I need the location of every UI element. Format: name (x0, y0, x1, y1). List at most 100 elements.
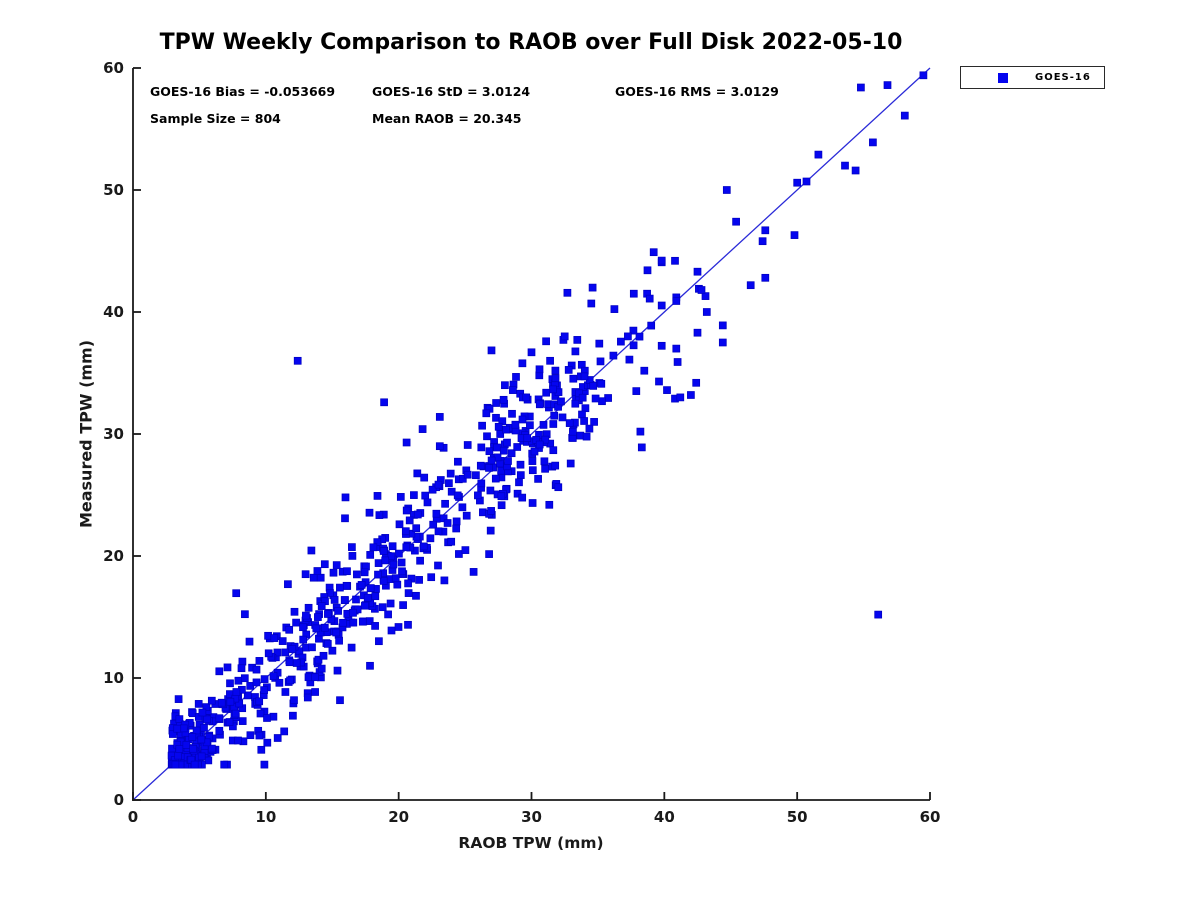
stat-bias: GOES-16 Bias = -0.053669 (150, 84, 336, 99)
scatter-point (361, 601, 369, 610)
scatter-point (255, 731, 264, 740)
scatter-point (883, 81, 892, 89)
scatter-point (486, 526, 495, 535)
scatter-point (289, 711, 297, 720)
scatter-point (284, 580, 292, 589)
scatter-point (454, 457, 462, 466)
scatter-point (381, 556, 390, 565)
scatter-point (443, 519, 452, 527)
scatter-point (645, 294, 654, 303)
scatter-point (234, 676, 243, 685)
scatter-point (534, 475, 542, 483)
scatter-point (270, 634, 279, 642)
scatter-point (718, 321, 727, 330)
scatter-point (220, 760, 229, 769)
scatter-point (316, 573, 325, 582)
scatter-point (435, 413, 444, 421)
scatter-point (281, 648, 290, 657)
scatter-point (404, 620, 412, 629)
scatter-point (526, 421, 534, 430)
scatter-point (549, 446, 558, 455)
scatter-point (171, 760, 180, 769)
scatter-point (237, 664, 246, 673)
scatter-point (255, 697, 264, 706)
scatter-point (366, 661, 374, 670)
scatter-point (326, 589, 334, 597)
scatter-point (672, 344, 681, 353)
scatter-point (269, 672, 278, 680)
scatter-point (343, 567, 351, 576)
scatter-point (358, 617, 367, 626)
scatter-point (857, 83, 865, 92)
scatter-point (446, 469, 455, 478)
scatter-point (549, 420, 558, 428)
scatter-point (389, 560, 398, 569)
scatter-point (285, 625, 294, 634)
scatter-point (232, 688, 241, 696)
scatter-point (554, 483, 563, 492)
scatter-point (395, 549, 403, 558)
scatter-point (802, 177, 811, 186)
scatter-point (423, 498, 432, 507)
scatter-point (387, 626, 396, 635)
scatter-point (226, 697, 235, 706)
scatter-point (507, 449, 516, 458)
scatter-point (550, 411, 559, 420)
scatter-point (309, 573, 318, 582)
scatter-point (504, 457, 512, 465)
scatter-point (373, 538, 382, 546)
y-tick-label: 50 (103, 181, 124, 199)
scatter-point (551, 461, 560, 470)
scatter-point (671, 256, 679, 265)
scatter-point (761, 273, 770, 282)
x-tick-label: 10 (255, 808, 277, 826)
scatter-point (363, 593, 372, 602)
scatter-point (732, 217, 740, 226)
scatter-point (240, 674, 249, 683)
scatter-point (580, 417, 588, 425)
scatter-point (469, 568, 478, 576)
scatter-point (304, 673, 313, 682)
scatter-point (435, 442, 444, 451)
scatter-point (483, 432, 491, 441)
scatter-point (427, 573, 436, 582)
scatter-point (672, 297, 681, 305)
scatter-point (416, 556, 424, 565)
scatter-point (497, 501, 506, 510)
scatter-point (453, 491, 462, 500)
scatter-point (292, 659, 301, 667)
x-tick-label: 30 (521, 808, 542, 826)
scatter-point (851, 166, 860, 175)
scatter-points-layer (167, 71, 928, 769)
scatter-point (673, 358, 682, 366)
scatter-point (273, 734, 282, 742)
scatter-point (203, 715, 211, 724)
scatter-point (225, 718, 234, 726)
scatter-point (549, 385, 557, 394)
scatter-point (217, 698, 226, 707)
scatter-point (332, 561, 341, 569)
scatter-point (578, 393, 587, 402)
x-tick-label: 0 (127, 808, 139, 826)
scatter-point (323, 640, 332, 648)
scatter-point (455, 550, 463, 558)
scatter-point (542, 388, 551, 397)
scatter-point (397, 558, 406, 567)
scatter-point (657, 256, 666, 265)
legend-marker-square-icon (998, 72, 1008, 83)
scatter-point (324, 610, 332, 618)
scatter-point (339, 618, 347, 627)
scatter-point (330, 596, 339, 604)
scatter-point (366, 551, 375, 559)
scatter-point (348, 552, 357, 560)
scatter-point (223, 663, 232, 672)
y-tick-label: 10 (103, 669, 124, 687)
scatter-point (545, 500, 554, 509)
scatter-point (528, 499, 537, 507)
scatter-point (308, 643, 316, 652)
scatter-point (373, 492, 382, 500)
scatter-point (487, 346, 496, 355)
scatter-point (402, 543, 411, 552)
scatter-point (301, 570, 310, 579)
scatter-point (499, 395, 508, 404)
